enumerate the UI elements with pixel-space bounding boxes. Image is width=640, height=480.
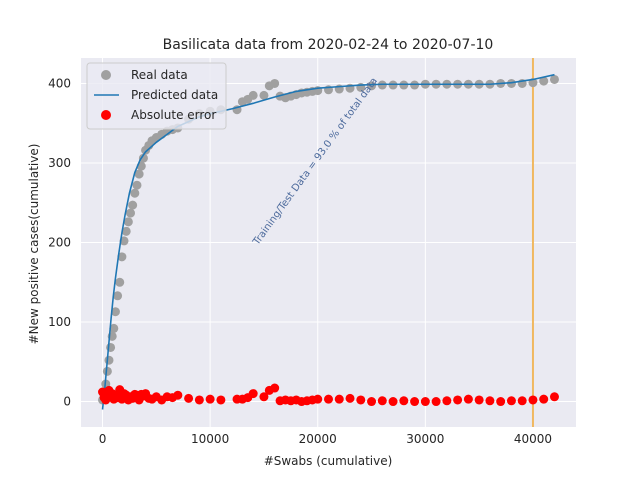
real-data-point — [109, 323, 119, 333]
y-tick-label: 200 — [48, 236, 71, 250]
y-tick-label: 100 — [48, 315, 71, 329]
absolute-error-point — [205, 394, 215, 404]
real-data-point — [259, 90, 269, 100]
tick-labels: 0 10000 20000 30000 40000 0 100 200 300 400 — [48, 76, 552, 446]
legend-label-real: Real data — [131, 68, 188, 82]
real-data-point — [130, 188, 140, 198]
absolute-error-point — [549, 392, 559, 402]
legend-label-predicted: Predicted data — [131, 88, 218, 102]
absolute-error-point — [248, 389, 258, 399]
absolute-error-point — [453, 395, 463, 405]
absolute-error-point — [442, 396, 452, 406]
x-axis-label: #Swabs (cumulative) — [264, 454, 393, 468]
real-data-point — [102, 366, 112, 376]
y-tick-label: 300 — [48, 156, 71, 170]
real-data-point — [270, 78, 280, 88]
x-tick-label: 0 — [99, 432, 107, 446]
absolute-error-point — [259, 392, 269, 402]
absolute-error-point — [184, 393, 194, 403]
absolute-error-point — [463, 394, 473, 404]
absolute-error-point — [367, 397, 377, 407]
real-data-point — [104, 355, 114, 365]
real-data-point — [539, 76, 549, 86]
absolute-error-point — [517, 396, 527, 406]
y-tick-label: 0 — [63, 395, 71, 409]
x-tick-label: 30000 — [406, 432, 444, 446]
legend: Real data Predicted data Absolute error — [86, 62, 227, 130]
absolute-error-point — [431, 397, 441, 407]
absolute-error-point — [528, 395, 538, 405]
real-data-point — [367, 81, 377, 91]
absolute-error-point — [356, 395, 366, 405]
real-data-point — [115, 277, 125, 287]
absolute-error-point — [485, 396, 495, 406]
real-data-point — [128, 200, 138, 210]
absolute-error-point — [173, 390, 183, 400]
absolute-error-point — [324, 394, 333, 404]
legend-marker-real — [101, 70, 111, 80]
real-data-point — [123, 217, 133, 227]
real-data-point — [126, 208, 135, 218]
absolute-error-point — [334, 394, 344, 404]
real-data-point — [138, 153, 148, 163]
real-data-point — [549, 74, 559, 84]
real-data-point — [134, 169, 144, 179]
absolute-error-point — [216, 395, 226, 405]
legend-label-error: Absolute error — [131, 108, 216, 122]
chart-title: Basilicata data from 2020-02-24 to 2020-… — [163, 37, 494, 53]
absolute-error-point — [377, 396, 387, 406]
series-layer — [98, 73, 559, 410]
legend-marker-error — [101, 110, 111, 120]
absolute-error-point — [410, 397, 420, 407]
x-tick-label: 40000 — [514, 432, 552, 446]
absolute-error-point — [506, 396, 516, 406]
absolute-error-point — [496, 397, 506, 407]
x-tick-label: 20000 — [299, 432, 337, 446]
x-tick-label: 10000 — [191, 432, 229, 446]
absolute-error-point — [388, 397, 398, 407]
absolute-error-point — [345, 393, 355, 403]
absolute-error-point — [420, 397, 430, 407]
absolute-error-point — [194, 395, 204, 405]
real-data-point — [132, 180, 142, 190]
absolute-error-point — [399, 396, 409, 406]
absolute-error-point — [313, 394, 323, 404]
legend-box — [86, 62, 227, 130]
absolute-error-point — [270, 383, 280, 393]
y-axis-label: #New positive cases(cumulative) — [27, 144, 41, 345]
y-tick-label: 400 — [48, 76, 71, 90]
real-data-point — [110, 307, 120, 317]
real-data-point — [121, 226, 131, 236]
absolute-error-point — [539, 394, 549, 404]
real-data-point — [113, 291, 123, 301]
real-data-point — [117, 252, 127, 262]
absolute-error-point — [474, 395, 484, 405]
real-data-point — [248, 90, 258, 100]
